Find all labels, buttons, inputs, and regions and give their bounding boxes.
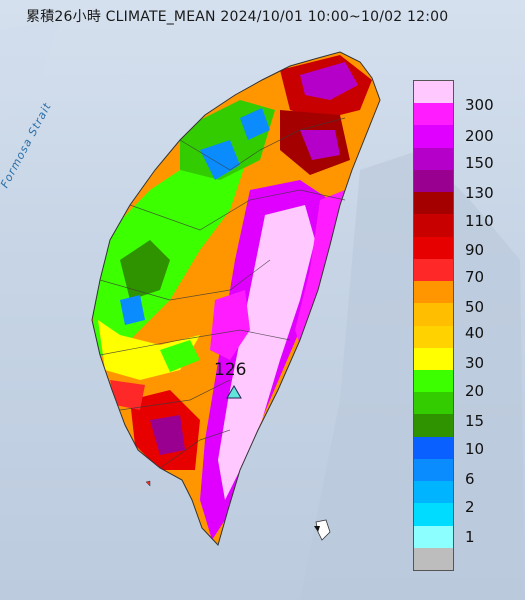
legend-tick-label: 70 (465, 268, 485, 286)
legend-colorbar (413, 80, 454, 571)
legend-swatch (414, 436, 453, 460)
legend-swatch (414, 481, 453, 504)
legend-swatch (414, 214, 453, 238)
county-borders (99, 117, 346, 469)
legend-swatch (414, 347, 453, 371)
legend-swatch (414, 125, 453, 149)
legend-swatch (414, 169, 453, 193)
legend-tick-label: 200 (465, 127, 494, 145)
legend-tick-label: 2 (465, 498, 475, 516)
legend-tick-label: 6 (465, 470, 475, 488)
legend-tick-label: 130 (465, 184, 494, 202)
legend-swatch (414, 81, 453, 104)
background-terrain-left (0, 20, 60, 120)
legend-swatch (414, 458, 453, 482)
legend-swatch (414, 147, 453, 171)
legend-swatch (414, 392, 453, 415)
max-station-label: 126 (214, 360, 247, 380)
background-terrain (300, 150, 525, 600)
legend-tick-label: 50 (465, 298, 485, 316)
legend-swatch (414, 192, 453, 215)
legend-tick-label: 40 (465, 324, 485, 342)
legend-swatch (414, 503, 453, 527)
legend-swatch (414, 281, 453, 304)
legend-swatch (414, 236, 453, 260)
legend-swatch (414, 258, 453, 282)
legend-tick-label: 20 (465, 382, 485, 400)
orchid-island-shadow (314, 526, 320, 532)
taiwan-coastline (91, 51, 381, 546)
map-title: 累積26小時 CLIMATE_MEAN 2024/10/01 10:00~10/… (26, 9, 449, 25)
legend-swatch (414, 525, 453, 549)
legend-swatch (414, 547, 453, 571)
legend-tick-label: 300 (465, 96, 494, 114)
legend-tick-label: 1 (465, 528, 475, 546)
legend-swatch (414, 325, 453, 349)
legend-swatch (414, 369, 453, 393)
legend-tick-label: 90 (465, 241, 485, 259)
legend-tick-label: 30 (465, 354, 485, 372)
liuqiu-island (145, 480, 151, 487)
legend-swatch (414, 303, 453, 326)
legend-tick-label: 10 (465, 440, 485, 458)
legend-swatch (414, 103, 453, 126)
legend-tick-label: 15 (465, 412, 485, 430)
legend-tick-label: 150 (465, 154, 494, 172)
legend-tick-label: 110 (465, 212, 494, 230)
max-station-triangle-icon (226, 385, 242, 399)
legend-swatch (414, 414, 453, 438)
